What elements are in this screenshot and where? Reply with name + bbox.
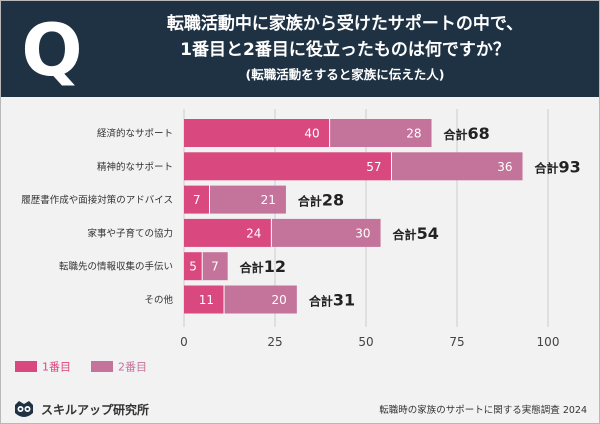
total-prefix: 合計 bbox=[309, 294, 333, 309]
question-header: Q 転職活動中に家族から受けたサポートの中で、 1番目と2番目に役立ったものは何… bbox=[1, 1, 599, 97]
data-label: 40 bbox=[304, 127, 319, 141]
data-label: 28 bbox=[406, 127, 421, 141]
data-label: 7 bbox=[211, 260, 219, 274]
x-tick-label: 100 bbox=[537, 335, 560, 349]
total-label: 合計54 bbox=[393, 224, 439, 243]
bar-segment bbox=[209, 185, 286, 214]
bar-segment bbox=[271, 218, 381, 247]
total-prefix: 合計 bbox=[444, 127, 468, 142]
x-tick-label: 75 bbox=[449, 335, 464, 349]
data-label: 36 bbox=[497, 160, 512, 174]
legend-swatch bbox=[15, 361, 37, 372]
chart-area: 0 25 50 75 100 経済的なサポート 40 28 合計68 精神的なサポート 57 36 合計… bbox=[1, 97, 599, 397]
bar-segment bbox=[184, 285, 225, 314]
x-tick-label: 25 bbox=[267, 335, 282, 349]
bar-segment bbox=[184, 218, 272, 247]
q-icon: Q bbox=[21, 8, 83, 92]
data-label: 21 bbox=[261, 193, 276, 207]
total-value: 68 bbox=[468, 124, 490, 143]
survey-source: 転職時の家族のサポートに関する実態調査 2024 bbox=[379, 405, 587, 416]
total-value: 28 bbox=[322, 191, 344, 210]
data-label: 30 bbox=[355, 226, 370, 240]
total-prefix: 合計 bbox=[298, 194, 322, 209]
bar-segment bbox=[184, 252, 203, 281]
category-label: 精神的なサポート bbox=[97, 161, 173, 173]
total-value: 12 bbox=[264, 257, 286, 276]
data-label: 7 bbox=[193, 193, 201, 207]
bar-segment bbox=[184, 185, 210, 214]
bar-segment bbox=[224, 285, 297, 314]
total-value: 54 bbox=[417, 224, 439, 243]
total-value: 93 bbox=[559, 157, 581, 176]
legend-swatch bbox=[91, 361, 113, 372]
total-label: 合計31 bbox=[309, 291, 355, 310]
question-title: 転職活動中に家族から受けたサポートの中で、 1番目と2番目に役立ったものは何です… bbox=[105, 11, 585, 87]
brand-name: スキルアップ研究所 bbox=[41, 402, 150, 417]
total-value: 31 bbox=[333, 291, 355, 310]
x-tick-label: 0 bbox=[180, 335, 188, 349]
total-label: 合計93 bbox=[535, 157, 581, 176]
category-label: 履歴書作成や面接対策のアドバイス bbox=[21, 194, 173, 206]
legend-label: 1番目 bbox=[42, 361, 71, 374]
bar-segment bbox=[329, 119, 432, 147]
category-label: 家事や子育ての協力 bbox=[87, 227, 173, 239]
category-label: 経済的なサポート bbox=[97, 128, 173, 140]
category-label: 転職先の情報収集の手伝い bbox=[59, 261, 173, 273]
footer: スキルアップ研究所 転職時の家族のサポートに関する実態調査 2024 bbox=[1, 396, 599, 423]
owl-logo-icon bbox=[15, 401, 33, 417]
title-subtitle: (転職活動をすると家族に伝えた人) bbox=[245, 67, 445, 82]
bar-segment bbox=[184, 152, 392, 181]
data-label: 20 bbox=[272, 293, 287, 307]
total-prefix: 合計 bbox=[535, 160, 559, 175]
total-prefix: 合計 bbox=[240, 260, 264, 275]
x-tick-label: 50 bbox=[358, 335, 373, 349]
title-line-2: 1番目と2番目に役立ったものは何ですか？ bbox=[180, 40, 510, 60]
total-prefix: 合計 bbox=[393, 227, 417, 242]
total-label: 合計12 bbox=[240, 257, 286, 276]
data-label: 57 bbox=[366, 160, 381, 174]
bar-segment bbox=[202, 252, 228, 281]
data-label: 24 bbox=[246, 226, 261, 240]
legend-label: 2番目 bbox=[118, 361, 147, 374]
data-label: 11 bbox=[199, 293, 214, 307]
bar-segment bbox=[391, 152, 523, 181]
title-line-1: 転職活動中に家族から受けたサポートの中で、 bbox=[166, 14, 524, 34]
bar-segment bbox=[184, 119, 330, 147]
data-label: 5 bbox=[189, 260, 197, 274]
total-label: 合計68 bbox=[444, 124, 490, 143]
brand-logo: スキルアップ研究所 bbox=[13, 399, 149, 419]
category-label: その他 bbox=[144, 294, 173, 306]
total-label: 合計28 bbox=[298, 191, 344, 210]
